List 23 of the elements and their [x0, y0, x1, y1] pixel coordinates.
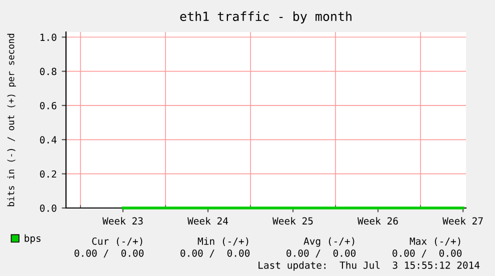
text: 0.00 / 0.00 [180, 249, 250, 258]
text: Cur (-/+) [92, 237, 142, 246]
text: 0.00 / 0.00 [74, 249, 144, 258]
y-tick-label: 0.8 [40, 68, 56, 76]
x-tick-label: Week 25 [272, 217, 313, 225]
y-tick-label: 0.4 [40, 136, 57, 144]
y-axis-title: bits in (-) / out (+) per second [7, 34, 16, 206]
text: Last update: Thu Jul 3 15:55:12 2014 [258, 261, 480, 271]
y-tick-label: 0.2 [40, 170, 56, 178]
x-tick-label: Week 23 [102, 217, 143, 225]
text: 0.00 / 0.00 [392, 249, 462, 258]
text: Avg (-/+) [304, 237, 354, 247]
legend-label: bps [24, 234, 40, 244]
x-tick-label: Week 26 [358, 217, 398, 225]
y-tick-label: 1.0 [40, 34, 56, 41]
y-tick-label: 0.0 [40, 204, 56, 212]
text: 0.00 / 0.00 [286, 249, 356, 258]
x-tick-label: Week 27 [442, 217, 483, 225]
chart-title: eth1 traffic - by month [180, 11, 352, 24]
x-tick-label: Week 24 [187, 217, 228, 225]
text: Max (-/+) [410, 237, 460, 246]
text: Min (-/+) [198, 237, 248, 246]
y-tick-label: 0.6 [40, 102, 56, 110]
